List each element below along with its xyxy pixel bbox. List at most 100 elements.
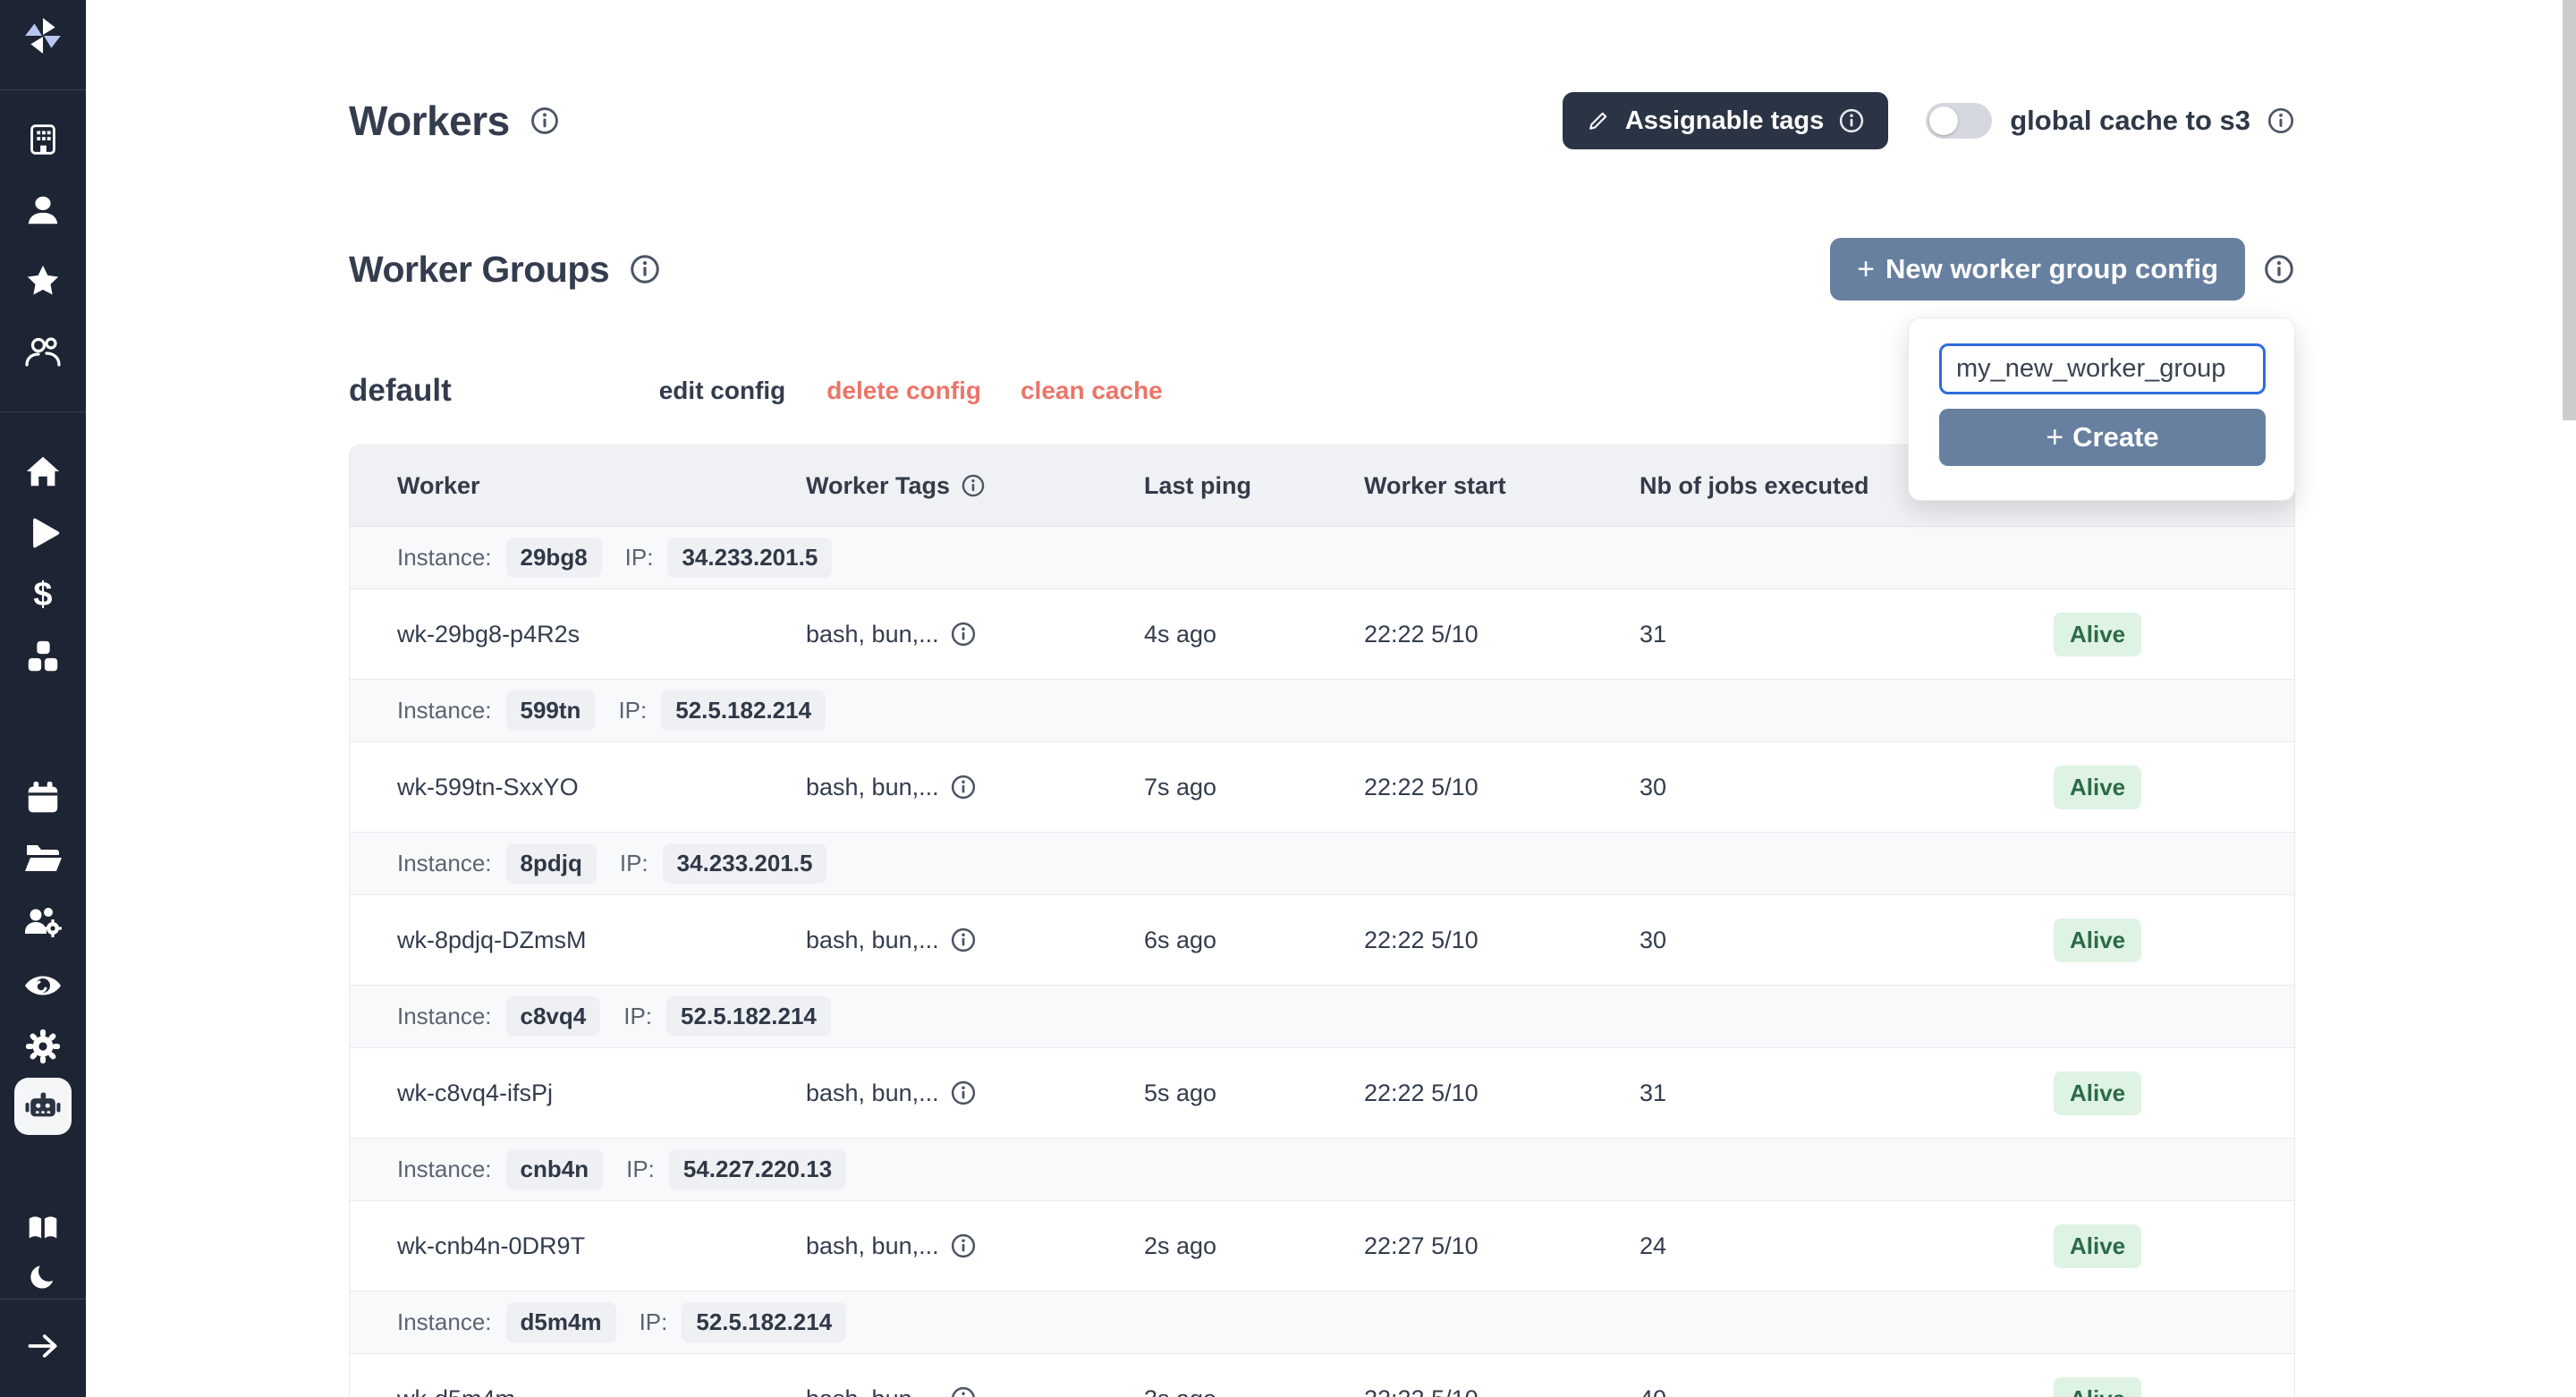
sidebar-item-variables[interactable]: $ (21, 573, 64, 616)
last-ping: 2s ago (1144, 1232, 1217, 1259)
sidebar-item-schedules[interactable] (21, 776, 64, 819)
worker-name: wk-c8vq4-ifsPj (397, 1079, 554, 1106)
status-badge: Alive (2054, 765, 2142, 809)
book-icon (29, 1216, 57, 1239)
worker-tags-row-info-icon[interactable] (950, 774, 977, 800)
assignable-tags-info-icon[interactable] (1838, 107, 1865, 134)
pencil-icon (1589, 112, 1607, 130)
instance-row: Instance: 8pdjq IP: 34.233.201.5 (350, 833, 2294, 895)
eye-icon (25, 976, 61, 995)
instance-ip-badge: 52.5.182.214 (682, 1302, 847, 1342)
sidebar-divider (0, 89, 86, 90)
jobs-executed: 30 (1640, 773, 1667, 800)
sidebar-item-folders[interactable] (21, 835, 64, 878)
jobs-executed: 40 (1640, 1385, 2054, 1397)
ip-label: IP: (619, 850, 648, 876)
delete-config-link[interactable]: delete config (826, 377, 981, 404)
instance-label: Instance: (397, 1308, 492, 1335)
group-name-input[interactable] (1939, 343, 2266, 394)
worker-tags: bash, bun,... (806, 620, 939, 648)
jobs-executed: 30 (1640, 926, 1667, 953)
instance-label: Instance: (397, 544, 492, 571)
worker-groups-info-icon[interactable] (629, 253, 661, 285)
plus-icon: + (2046, 420, 2064, 454)
jobs-executed: 24 (1640, 1232, 1667, 1259)
windmill-logo[interactable] (21, 14, 64, 57)
sidebar-item-favorites[interactable] (21, 259, 64, 302)
create-button[interactable]: + Create (1939, 409, 2266, 466)
plus-icon: + (1857, 252, 1875, 286)
folder-icon (25, 845, 62, 871)
instance-label: Instance: (397, 850, 492, 876)
worker-tags-info-icon[interactable] (961, 473, 986, 498)
last-ping: 7s ago (1144, 773, 1217, 800)
instance-ip-badge: 34.233.201.5 (667, 538, 833, 578)
sidebar-item-audit-logs[interactable] (21, 962, 64, 1005)
instance-id-badge: 8pdjq (505, 843, 597, 884)
clean-cache-link[interactable]: clean cache (1020, 377, 1163, 404)
sidebar-item-settings[interactable] (21, 1025, 64, 1068)
ip-label: IP: (639, 1308, 668, 1335)
groups-gear-icon (25, 908, 62, 937)
worker-row: wk-c8vq4-ifsPj bash, bun,... 5s ago 22:2… (350, 1048, 2294, 1139)
sidebar-item-groups[interactable] (21, 900, 64, 943)
sidebar-item-workspace[interactable] (21, 118, 64, 161)
sidebar-divider (0, 1299, 86, 1300)
workers-info-icon[interactable] (530, 106, 560, 136)
worker-tags-row-info-icon[interactable] (950, 1385, 977, 1397)
worker-start: 22:22 5/10 (1364, 773, 1479, 800)
edit-config-link[interactable]: edit config (658, 377, 786, 404)
global-cache-info-icon[interactable] (2267, 106, 2295, 135)
worker-name: wk-d5m4m-... (397, 1385, 806, 1397)
page-header: Workers Assignable tags global cache to … (349, 89, 2295, 152)
new-group-popup: + Create (1908, 318, 2295, 501)
header-controls: Assignable tags global cache to s3 (1562, 92, 2295, 149)
instance-ip-badge: 52.5.182.214 (661, 690, 826, 731)
sidebar-item-user[interactable] (21, 189, 64, 232)
sidebar-item-user-groups[interactable] (21, 330, 64, 373)
group-name: default (349, 373, 452, 408)
main-content: Workers Assignable tags global cache to … (349, 0, 2295, 1397)
instance-row: Instance: c8vq4 IP: 52.5.182.214 (350, 986, 2294, 1048)
sidebar-item-runs[interactable] (21, 512, 64, 555)
workspace-icon (30, 124, 55, 155)
global-cache-toggle[interactable] (1926, 103, 1993, 139)
worker-name: wk-599tn-SxxYO (397, 773, 579, 800)
worker-groups-title: Worker Groups (349, 248, 610, 290)
page-title: Workers (349, 97, 510, 144)
worker-row: wk-8pdjq-DZmsM bash, bun,... 6s ago 22:2… (350, 895, 2294, 986)
cubes-icon (28, 640, 58, 672)
worker-tags: bash, bun,... (806, 773, 939, 800)
sidebar-item-expand[interactable] (21, 1325, 64, 1367)
worker-tags-row-info-icon[interactable] (950, 1232, 977, 1259)
col-worker-start: Worker start (1364, 471, 1506, 499)
windmill-logo-icon (25, 18, 61, 54)
star-icon (27, 265, 59, 295)
worker-tags-row-info-icon[interactable] (950, 1080, 977, 1106)
col-worker-tags: Worker Tags (806, 472, 1144, 500)
col-worker-tags-label: Worker Tags (806, 471, 951, 499)
scrollbar-thumb[interactable] (2563, 0, 2576, 420)
instance-row: Instance: cnb4n IP: 54.227.220.13 (350, 1139, 2294, 1201)
instance-ip-badge: 34.233.201.5 (662, 843, 827, 884)
instance-label: Instance: (397, 697, 492, 724)
sidebar-item-home[interactable] (21, 450, 64, 493)
create-label: Create (2072, 421, 2159, 453)
worker-tags-row-info-icon[interactable] (950, 927, 977, 953)
sidebar-item-resources[interactable] (21, 635, 64, 678)
worker-tags-row-info-icon[interactable] (950, 621, 977, 648)
sidebar-item-workers[interactable] (14, 1078, 72, 1135)
sidebar-item-docs[interactable] (21, 1206, 64, 1249)
user-groups-icon (25, 337, 61, 367)
new-config-info-icon[interactable] (2263, 253, 2295, 285)
sidebar-item-dark-mode[interactable] (21, 1254, 64, 1297)
worker-start: 22:22 5/10 (1364, 926, 1479, 953)
col-jobs: Nb of jobs executed (1640, 471, 1869, 499)
worker-start: 22:22 5/10 (1364, 1079, 1479, 1106)
worker-row: wk-d5m4m-... bash, bun,... 3s ago 22:22 … (350, 1354, 2294, 1397)
new-worker-group-config-button[interactable]: + New worker group config (1830, 238, 2245, 301)
worker-tags: bash, bun,... (806, 926, 939, 953)
assignable-tags-button[interactable]: Assignable tags (1562, 92, 1889, 149)
col-worker: Worker (397, 471, 480, 499)
status-badge: Alive (2054, 1376, 2142, 1397)
